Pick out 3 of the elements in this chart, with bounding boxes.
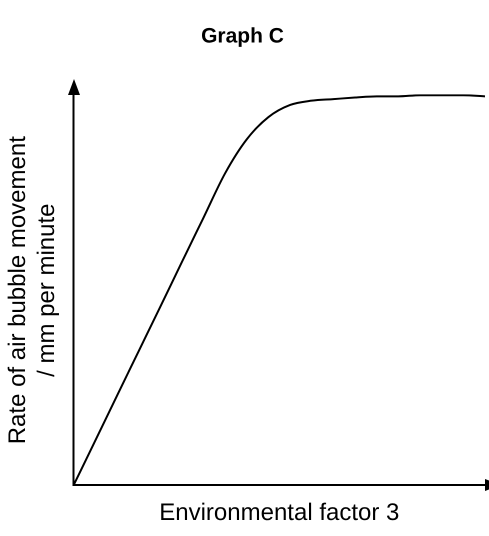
y-axis-title: Rate of air bubble movement / mm per minute xyxy=(4,136,60,444)
x-axis-title: Environmental factor 3 xyxy=(159,499,400,526)
chart-title: Graph C xyxy=(201,24,284,48)
